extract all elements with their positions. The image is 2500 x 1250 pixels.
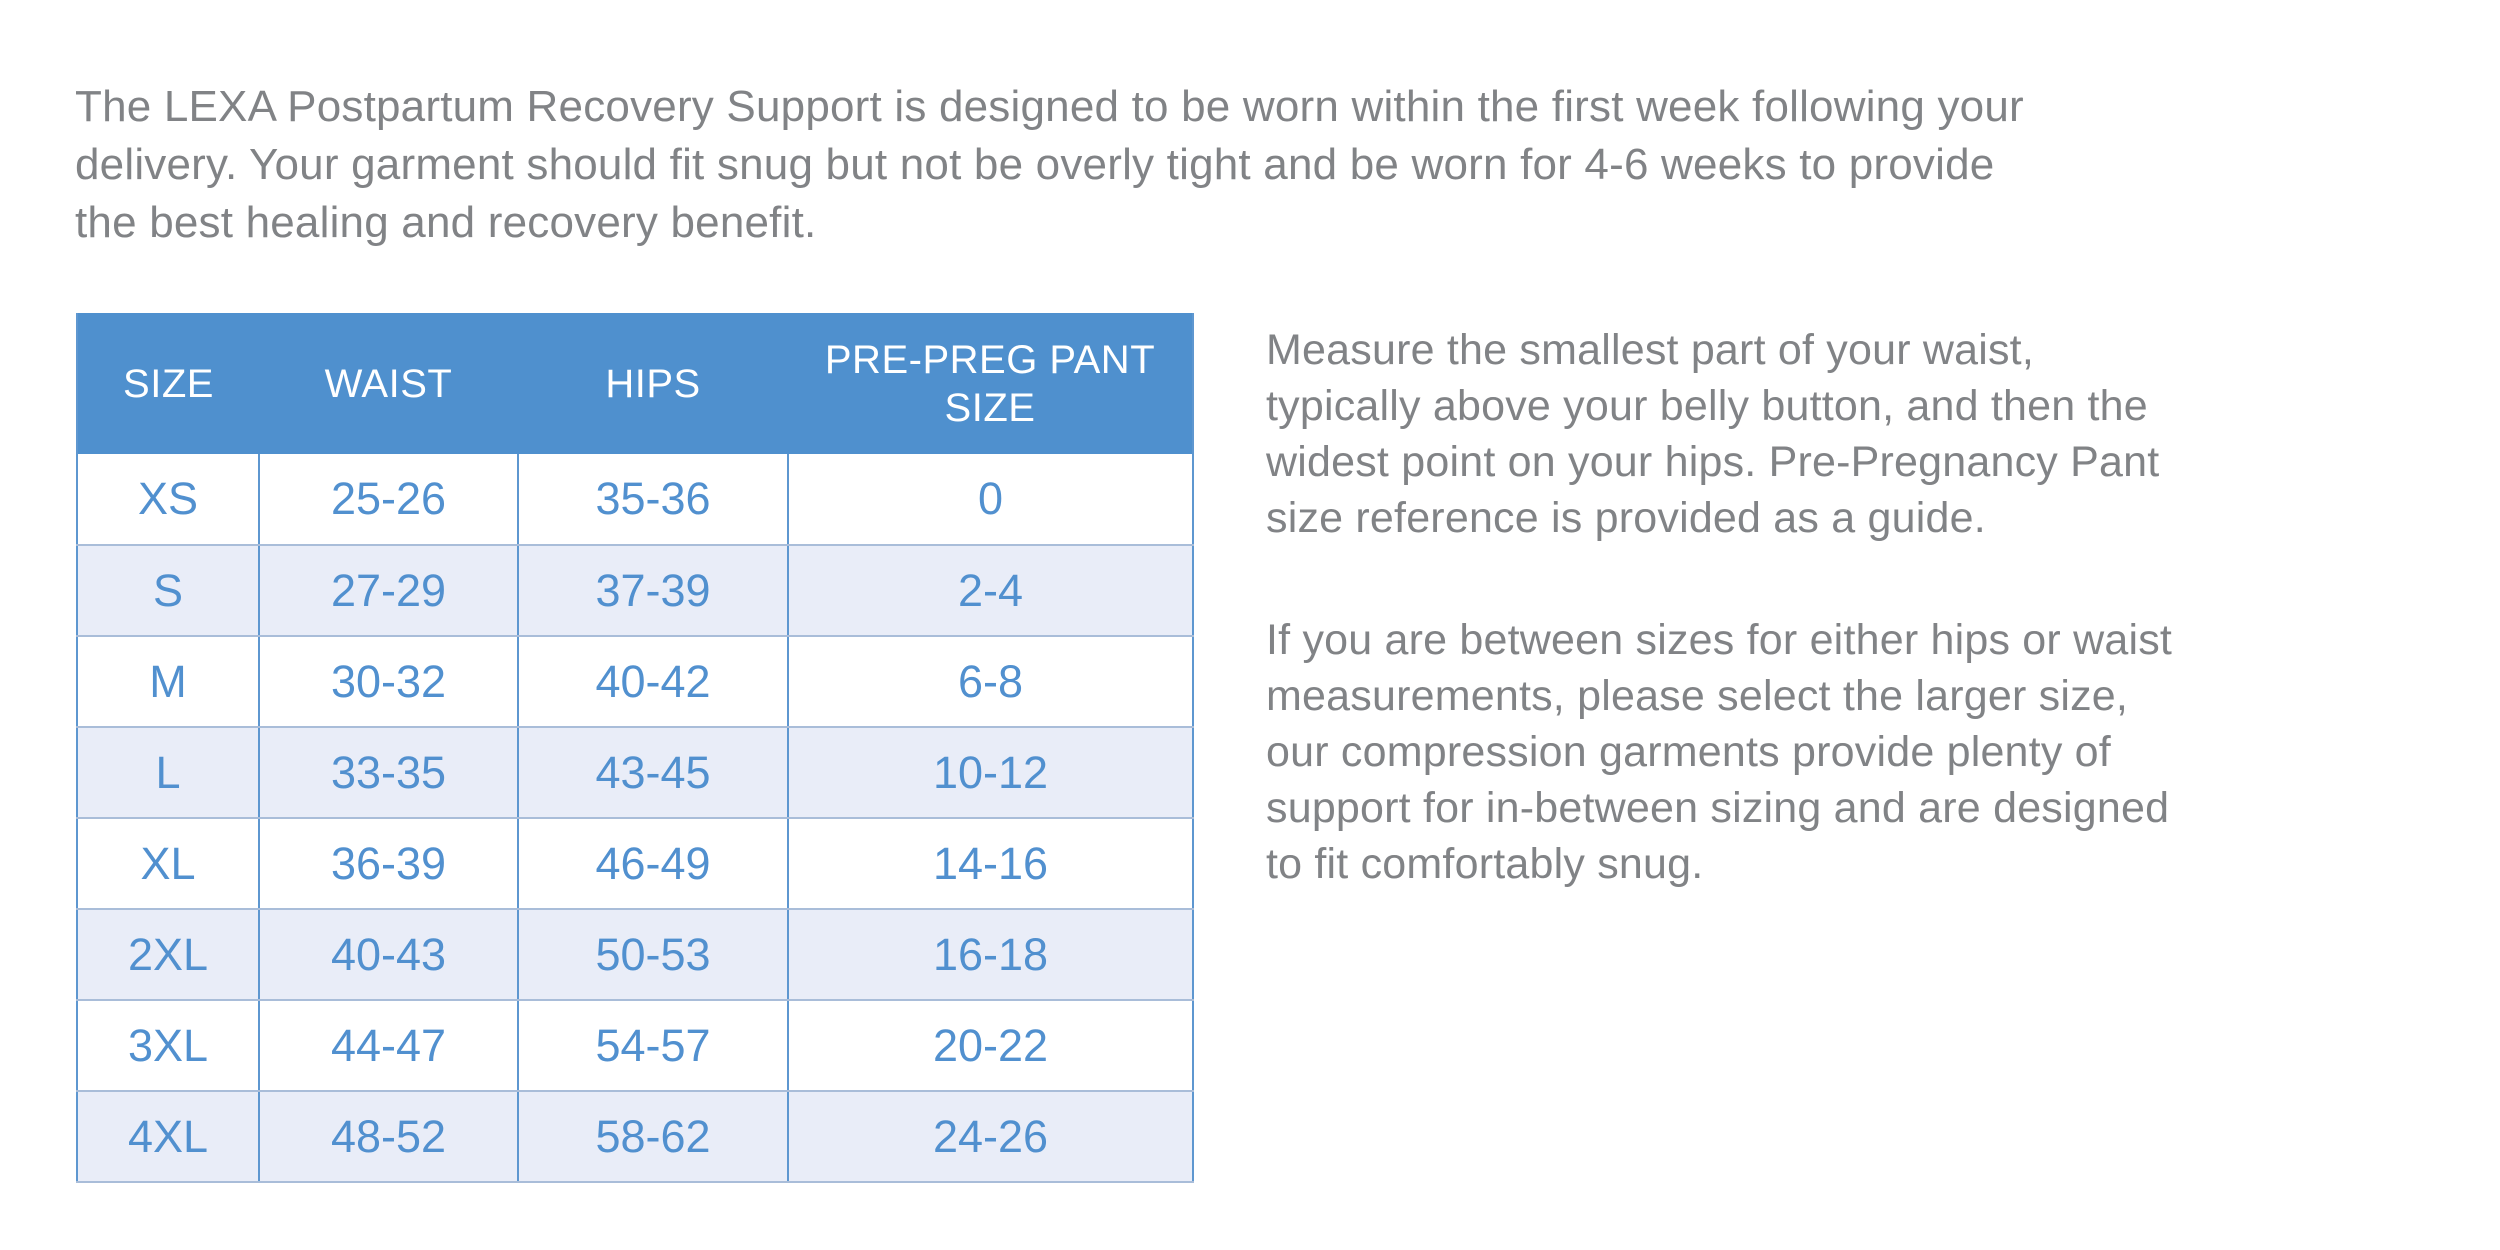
cell-hips: 54-57 <box>517 999 789 1092</box>
cell-size: L <box>76 726 260 819</box>
table-row: S 27-29 37-39 2-4 <box>76 544 1194 637</box>
cell-hips: 50-53 <box>517 908 789 1001</box>
cell-hips: 37-39 <box>517 544 789 637</box>
cell-pant-size: 24-26 <box>787 1090 1194 1183</box>
cell-pant-size: 2-4 <box>787 544 1194 637</box>
header-cell-waist: WAIST <box>259 313 518 454</box>
intro-paragraph: The LEXA Postpartum Recovery Support is … <box>75 82 2024 247</box>
cell-waist: 48-52 <box>258 1090 519 1183</box>
cell-size: 3XL <box>76 999 260 1092</box>
cell-size: M <box>76 635 260 728</box>
cell-size: XS <box>76 454 260 546</box>
measure-instructions-paragraph: Measure the smallest part of your waist,… <box>1266 326 2160 542</box>
cell-size: S <box>76 544 260 637</box>
cell-hips: 40-42 <box>517 635 789 728</box>
measurement-instructions: Measure the smallest part of your waist,… <box>1266 322 2426 892</box>
cell-waist: 27-29 <box>258 544 519 637</box>
cell-waist: 30-32 <box>258 635 519 728</box>
cell-waist: 36-39 <box>258 817 519 910</box>
cell-waist: 33-35 <box>258 726 519 819</box>
cell-pant-size: 10-12 <box>787 726 1194 819</box>
table-row: 2XL 40-43 50-53 16-18 <box>76 908 1194 1001</box>
cell-hips: 35-36 <box>517 454 789 546</box>
cell-size: XL <box>76 817 260 910</box>
cell-size: 2XL <box>76 908 260 1001</box>
cell-hips: 58-62 <box>517 1090 789 1183</box>
cell-size: 4XL <box>76 1090 260 1183</box>
table-row: L 33-35 43-45 10-12 <box>76 726 1194 819</box>
cell-hips: 43-45 <box>517 726 789 819</box>
size-chart-table: SIZE WAIST HIPS PRE-PREG PANT SIZE XS 25… <box>76 313 1194 1183</box>
between-sizes-paragraph: If you are between sizes for either hips… <box>1266 616 2173 888</box>
cell-pant-size: 20-22 <box>787 999 1194 1092</box>
table-row: 4XL 48-52 58-62 24-26 <box>76 1090 1194 1183</box>
header-cell-size: SIZE <box>77 313 259 454</box>
cell-waist: 25-26 <box>258 454 519 546</box>
cell-hips: 46-49 <box>517 817 789 910</box>
table-row: 3XL 44-47 54-57 20-22 <box>76 999 1194 1092</box>
cell-waist: 40-43 <box>258 908 519 1001</box>
cell-pant-size: 16-18 <box>787 908 1194 1001</box>
table-row: M 30-32 40-42 6-8 <box>76 635 1194 728</box>
cell-waist: 44-47 <box>258 999 519 1092</box>
header-cell-hips: HIPS <box>518 313 788 454</box>
table-header-row: SIZE WAIST HIPS PRE-PREG PANT SIZE <box>77 313 1193 454</box>
cell-pant-size: 0 <box>787 454 1194 546</box>
cell-pant-size: 6-8 <box>787 635 1194 728</box>
header-cell-pre-preg-pant-size: PRE-PREG PANT SIZE <box>788 313 1193 454</box>
table-row: XS 25-26 35-36 0 <box>76 454 1194 546</box>
table-row: XL 36-39 46-49 14-16 <box>76 817 1194 910</box>
cell-pant-size: 14-16 <box>787 817 1194 910</box>
